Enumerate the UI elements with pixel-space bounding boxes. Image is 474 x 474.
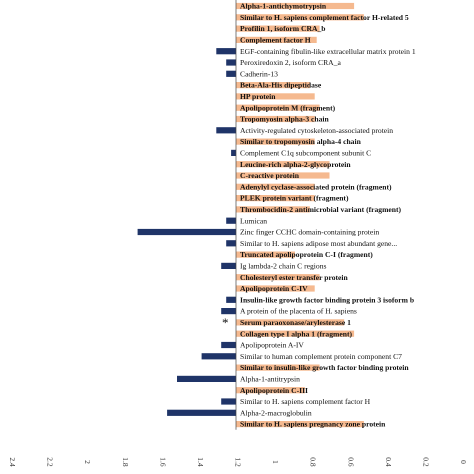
bar: [231, 149, 236, 156]
category-label: Similar to human complement protein comp…: [240, 352, 402, 361]
category-label: Adenylyl cyclase-associated protein (fra…: [240, 182, 392, 191]
significance-marker: *: [222, 315, 229, 330]
bar: [236, 93, 315, 100]
category-label: Tropomyosin alpha-3 chain: [240, 115, 330, 124]
category-label: Peroxiredoxin 2, isoform CRA_a: [240, 58, 341, 67]
bar: [226, 70, 236, 77]
bar: [236, 274, 320, 281]
bars-layer: [137, 0, 364, 430]
bar: [226, 296, 236, 303]
bar: [226, 59, 236, 66]
category-label: Cadherin-13: [240, 69, 278, 78]
category-label: HP protein: [240, 92, 276, 101]
category-label: Complement factor H: [240, 36, 311, 45]
category-label: Alpha-2-macroglobulin: [240, 408, 312, 417]
bar: [236, 421, 364, 428]
bar: [226, 217, 236, 224]
category-label: Apolipoprotein A-IV: [240, 341, 304, 350]
x-tick-label: 1: [271, 460, 280, 464]
bar: [216, 127, 236, 134]
category-label: Serum paraoxonase/arylesterase 1: [240, 318, 351, 327]
bar: [236, 251, 295, 258]
category-label: Similar to H. sapiens complement factor …: [240, 397, 371, 406]
bar: [236, 285, 315, 292]
category-label: Complement C1q subcomponent subunit C: [240, 149, 371, 158]
category-label: A protein of the placenta of H. sapiens: [240, 307, 357, 316]
category-label: Alpha-1-antichymotrypsin: [240, 2, 327, 11]
bar: [236, 387, 305, 394]
bar: [236, 25, 320, 32]
category-label: Similar to insulin-like growth factor bi…: [240, 363, 409, 372]
category-label: EGF-containing fibulin-like extracellula…: [240, 47, 416, 56]
bar: [236, 330, 355, 337]
bar: [236, 206, 310, 213]
bar: [236, 138, 315, 145]
bar: [236, 82, 310, 89]
category-label: C-reactive protein: [240, 171, 300, 180]
category-label: Apolipoprotein C-IV: [240, 284, 308, 293]
category-label: Truncated apolipoprotein C-I (fragment): [240, 250, 373, 259]
bar: [221, 398, 236, 405]
bar: [226, 240, 236, 247]
category-label: Ig lambda-2 chain C regions: [240, 262, 327, 271]
category-label: Zinc finger CCHC domain-containing prote…: [240, 228, 379, 237]
bar: [236, 195, 315, 202]
x-axis: 2.4 2.2 2 1.8 1.6 1.4 1.2 1 0.8 0.6 0.4 0.2 0: [8, 457, 468, 467]
category-label: Apolipoprotein M (fragment): [240, 103, 336, 112]
x-tick-label: 0: [459, 460, 468, 464]
category-label: Apolipoprotein C-III: [240, 386, 308, 395]
category-label: Similar to tropomyosin alpha-4 chain: [240, 137, 362, 146]
category-label: Profilin 1, isoform CRA_b: [240, 24, 326, 33]
category-label: PLEK protein variant (fragment): [240, 194, 349, 203]
x-tick-label: 1.6: [158, 457, 167, 467]
x-tick-label: 2: [83, 460, 92, 464]
bar: [236, 161, 330, 168]
bar: [236, 319, 345, 326]
category-label: Similar to H. sapiens pregnancy zone pro…: [240, 420, 386, 429]
bar: [221, 308, 236, 315]
bar: [236, 2, 355, 10]
x-tick-label: 2.4: [8, 457, 17, 467]
labels-layer: Alpha-1-antichymotrypsin Similar to H. sa…: [222, 2, 416, 429]
bar: [137, 228, 236, 236]
x-tick-label: 1.8: [121, 457, 130, 467]
x-tick-label: 2.2: [46, 457, 55, 467]
bar: [221, 262, 236, 269]
category-label: Lumican: [240, 216, 267, 225]
bar: [236, 183, 315, 190]
category-label: Beta-Ala-His dipeptidase: [240, 81, 322, 90]
category-label: Collagen type I alpha 1 (fragment): [240, 329, 352, 338]
x-tick-label: 1.2: [234, 457, 243, 467]
bar: [167, 409, 236, 416]
x-tick-label: 0.4: [384, 457, 393, 467]
category-label: Cholesteryl ester transfer protein: [240, 273, 349, 282]
bar: [236, 104, 320, 111]
bar: [221, 341, 236, 349]
bar: [216, 48, 236, 55]
category-label: Leucine-rich alpha-2-glycoprotein: [240, 160, 351, 169]
bar: [236, 14, 364, 21]
x-tick-label: 0.8: [309, 457, 318, 467]
category-label: Alpha-1-antitrypsin: [240, 375, 300, 384]
bar: [236, 172, 330, 179]
category-label: Activity-regulated cytoskeleton-associat…: [240, 126, 393, 135]
bar: [236, 115, 315, 123]
x-tick-label: 0.2: [421, 457, 430, 467]
bar: [201, 353, 236, 360]
x-tick-label: 1.4: [196, 457, 205, 467]
x-tick-label: 0.6: [346, 457, 355, 467]
category-label: Thrombocidin-2 antimicrobial variant (fr…: [240, 205, 402, 214]
category-label: Insulin-like growth factor binding prote…: [240, 295, 414, 304]
bar: [236, 36, 317, 43]
category-label: Similar to H. sapiens adipose most abund…: [240, 239, 397, 248]
bar: [177, 375, 236, 382]
bar: [236, 364, 320, 371]
category-label: Similar to H. sapiens complement factor …: [240, 13, 409, 22]
